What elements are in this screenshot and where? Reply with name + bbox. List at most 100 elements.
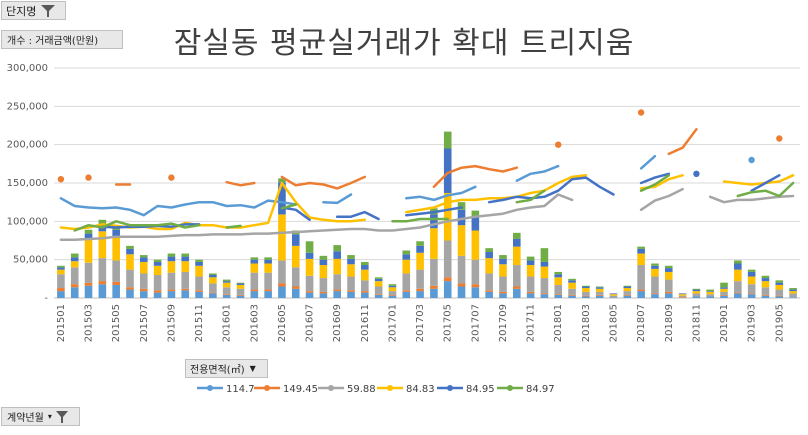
series-line bbox=[73, 220, 201, 232]
x-tick-label: 201809 bbox=[664, 304, 675, 342]
bar-segment bbox=[347, 255, 355, 259]
bar-segment bbox=[692, 293, 701, 297]
bar-segment bbox=[374, 294, 383, 298]
bar-segment bbox=[554, 271, 563, 275]
bar-segment bbox=[512, 238, 521, 247]
bar-segment bbox=[485, 248, 493, 252]
bar-segment bbox=[637, 265, 645, 290]
bar-segment bbox=[347, 276, 355, 291]
series-line bbox=[322, 193, 353, 205]
complex-filter-label: 단지명 bbox=[6, 4, 37, 18]
x-tick-label: 201707 bbox=[470, 304, 481, 342]
bar-segment bbox=[347, 258, 355, 265]
series-line bbox=[515, 189, 546, 204]
bar-segment bbox=[761, 281, 770, 288]
bar-segment bbox=[443, 240, 452, 278]
series-line bbox=[487, 176, 615, 204]
bar-segment bbox=[512, 286, 521, 289]
bar-segment bbox=[471, 284, 480, 288]
bar-segment bbox=[623, 286, 632, 289]
bar-segment bbox=[664, 271, 673, 280]
bar-segment bbox=[720, 282, 728, 288]
bar-segment bbox=[278, 182, 286, 215]
y-tick-label: 200,000 bbox=[7, 140, 48, 151]
bar-segment bbox=[734, 263, 742, 270]
bar-segment bbox=[264, 291, 272, 298]
series-point bbox=[57, 176, 65, 183]
x-tick-label: 201803 bbox=[581, 304, 592, 342]
bar-segment bbox=[333, 258, 342, 275]
bar-segment bbox=[98, 281, 107, 285]
legend-marker bbox=[507, 385, 513, 391]
bar-segment bbox=[651, 263, 659, 266]
bar-segment bbox=[319, 293, 328, 298]
x-tick-label: 201511 bbox=[194, 304, 205, 342]
x-tick-label: 201711 bbox=[526, 304, 537, 342]
bar-segment bbox=[305, 241, 314, 253]
bar-segment bbox=[720, 288, 728, 292]
bar-segment bbox=[747, 294, 756, 298]
bar-segment bbox=[57, 269, 65, 275]
bar-segment bbox=[112, 284, 120, 298]
bar-segment bbox=[112, 260, 120, 282]
series-point bbox=[748, 156, 755, 164]
bar-segment bbox=[84, 233, 93, 240]
bar-segment bbox=[485, 258, 493, 274]
date-filter-button[interactable]: 계약년월 ▾ bbox=[1, 407, 80, 426]
bar-segment bbox=[499, 258, 507, 265]
bar-segment bbox=[526, 291, 535, 294]
bar-segment bbox=[761, 294, 770, 296]
x-tick-label: 201607 bbox=[305, 304, 316, 342]
bar-segment bbox=[747, 276, 756, 285]
bar-segment bbox=[139, 291, 148, 298]
bar-segment bbox=[278, 286, 286, 298]
bar-segment bbox=[264, 259, 272, 264]
bar-segment bbox=[568, 278, 576, 281]
bar-segment bbox=[651, 294, 659, 298]
series-line bbox=[639, 174, 671, 192]
bar-segment bbox=[664, 293, 673, 298]
value-field-button[interactable]: 개수 : 거래금액(만원) bbox=[1, 30, 123, 49]
bar-segment bbox=[595, 294, 604, 296]
bar-segment bbox=[402, 291, 411, 298]
bar-segment bbox=[57, 288, 65, 292]
complex-filter-button[interactable]: 단지명 bbox=[1, 1, 66, 20]
bar-segment bbox=[747, 269, 756, 272]
bar-segment bbox=[278, 214, 286, 261]
dropdown-arrow-icon: ▼ bbox=[249, 364, 256, 373]
series-point bbox=[168, 174, 175, 181]
bar-segment bbox=[222, 287, 231, 295]
bar-segment bbox=[236, 294, 245, 296]
bar-segment bbox=[526, 276, 535, 292]
bar-segment bbox=[291, 234, 300, 246]
x-tick-label: 201905 bbox=[774, 304, 785, 342]
bar-segment bbox=[167, 291, 176, 298]
bar-segment bbox=[153, 292, 162, 298]
bar-segment bbox=[291, 286, 300, 289]
series-point bbox=[555, 141, 562, 148]
bar-segment bbox=[374, 281, 383, 287]
bar-segment bbox=[582, 288, 590, 292]
bar-segment bbox=[568, 294, 576, 296]
bar-segment bbox=[181, 288, 190, 291]
bar-segment bbox=[347, 264, 355, 277]
x-tick-label: 201505 bbox=[111, 304, 122, 342]
bar-segment bbox=[499, 291, 507, 294]
bar-segment bbox=[139, 288, 148, 292]
bar-segment bbox=[499, 264, 507, 277]
bar-segment bbox=[70, 261, 79, 268]
bar-segment bbox=[761, 287, 770, 295]
area-filter-button[interactable]: 전용면적(㎡) ▼ bbox=[185, 359, 268, 378]
bar-segment bbox=[236, 283, 245, 285]
bar-segment bbox=[126, 248, 134, 255]
series-line bbox=[515, 164, 560, 182]
x-tick-label: 201605 bbox=[277, 304, 288, 342]
bar-segment bbox=[319, 265, 328, 279]
bar-segment bbox=[651, 265, 659, 269]
bar-segment bbox=[319, 291, 328, 294]
bar-segment bbox=[167, 261, 176, 273]
bar-segment bbox=[595, 286, 604, 288]
bar-segment bbox=[388, 284, 397, 286]
bar-segment bbox=[526, 260, 535, 266]
bar-segment bbox=[651, 268, 659, 277]
